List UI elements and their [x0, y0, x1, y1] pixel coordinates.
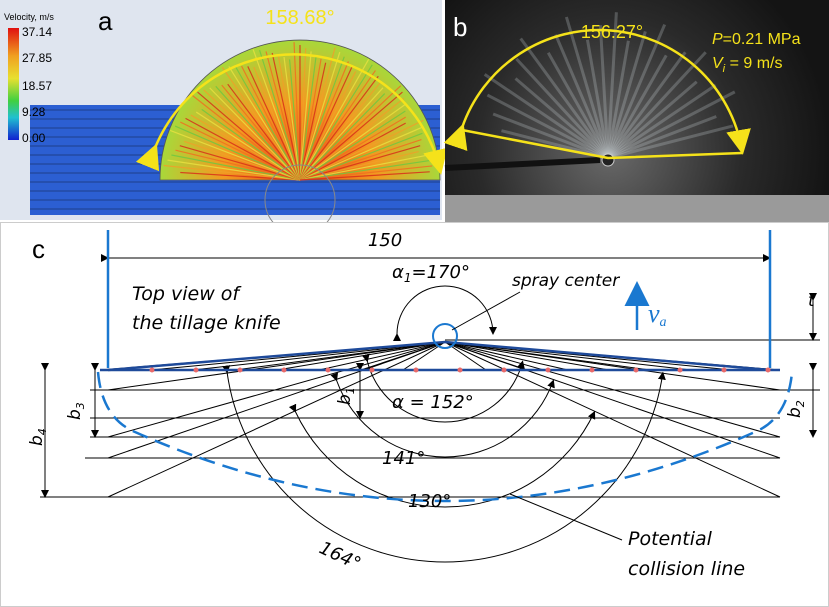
symbol: b	[335, 394, 355, 405]
color-bar	[8, 28, 19, 140]
legend-value: 27.85	[22, 51, 52, 65]
legend-value: 18.57	[22, 79, 52, 93]
spray-point	[634, 368, 639, 373]
symbol: b	[65, 409, 85, 420]
angle-label: 130°	[408, 491, 451, 512]
legend-value: 0.00	[22, 131, 46, 145]
symbol: b	[785, 407, 805, 418]
value: = 9 m/s	[725, 55, 782, 72]
legend-title: Velocity, m/s	[4, 12, 54, 22]
panel-label: b	[453, 12, 467, 42]
symbol: b	[27, 435, 47, 446]
spray-point	[414, 368, 419, 373]
panel-c: c 150 va α1=170° spray center Top view o…	[1, 223, 829, 607]
panel-label: a	[98, 6, 113, 36]
spray-point	[326, 368, 331, 373]
subscript: a	[660, 315, 667, 330]
photo-floor	[445, 195, 829, 222]
spray-point	[238, 368, 243, 373]
width-label: 150	[368, 230, 402, 251]
symbol: v	[648, 299, 660, 328]
angle-label: 156.27°	[581, 22, 643, 42]
spray-center-label: spray center	[512, 271, 620, 291]
panel-label: c	[32, 234, 45, 264]
spray-point	[150, 368, 155, 373]
alpha-label: α = 152°	[392, 392, 474, 413]
subscript: 3	[74, 402, 87, 409]
spray-point	[502, 368, 507, 373]
collision-label: collision line	[628, 558, 745, 580]
alpha1-label: α1=170°	[392, 262, 470, 285]
page: Velocity, m/s 37.14 27.85 18.57 9.28 0.0…	[0, 0, 829, 607]
spray-point	[194, 368, 199, 373]
symbol: P	[712, 31, 723, 48]
figure: Velocity, m/s 37.14 27.85 18.57 9.28 0.0…	[0, 0, 829, 607]
angle-label: 141°	[382, 448, 425, 469]
subscript: 1	[404, 271, 412, 285]
spray-point	[458, 368, 463, 373]
symbol: α	[392, 262, 404, 283]
panel-b: b 156.27° P=0.21 MPa Vi = 9 m/s	[445, 0, 829, 222]
title-line: the tillage knife	[132, 312, 281, 334]
spray-point	[282, 368, 287, 373]
angle-label: 158.68°	[265, 7, 334, 29]
spray-point	[546, 368, 551, 373]
spray-point	[370, 368, 375, 373]
subscript: 1	[344, 387, 357, 394]
value: =170°	[412, 262, 470, 283]
panel-a: Velocity, m/s 37.14 27.85 18.57 9.28 0.0…	[0, 0, 442, 235]
spray-point	[590, 368, 595, 373]
legend-value: 9.28	[22, 105, 46, 119]
subscript: 2	[794, 400, 807, 407]
collision-label: Potential	[628, 528, 713, 550]
pressure-label: P=0.21 MPa	[712, 31, 801, 48]
spray-point	[678, 368, 683, 373]
spray-point	[722, 368, 727, 373]
subscript: 4	[36, 428, 49, 435]
nozzle	[602, 154, 614, 166]
value: =0.21 MPa	[723, 31, 801, 48]
spray-point	[766, 368, 771, 373]
legend-value: 37.14	[22, 25, 52, 39]
title-line: Top view of	[132, 283, 242, 305]
